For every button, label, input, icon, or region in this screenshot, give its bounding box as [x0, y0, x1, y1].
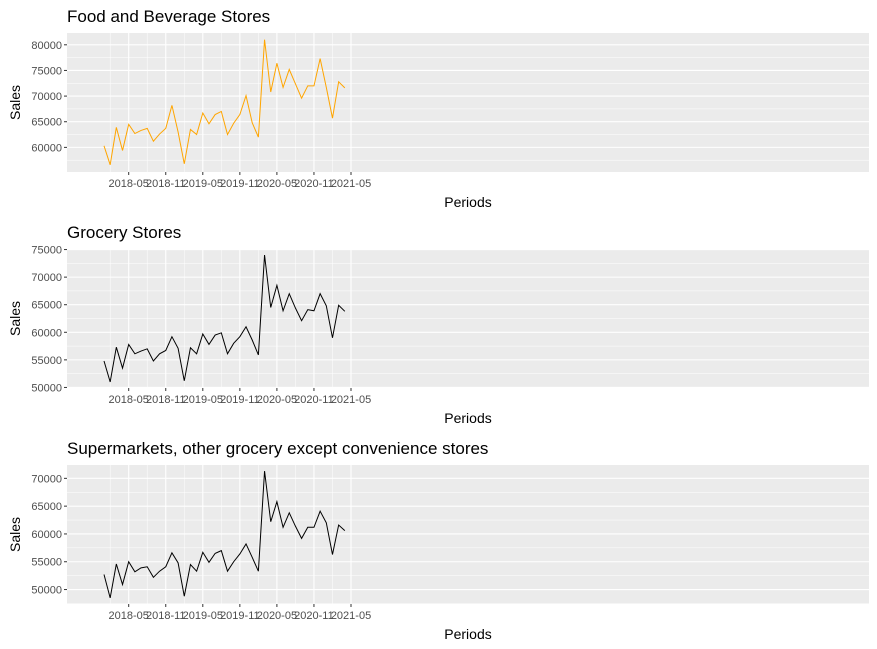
- series-line: [103, 255, 346, 383]
- y-tick-label: 55000: [31, 557, 62, 569]
- y-tick-label: 60000: [31, 327, 62, 339]
- plot-background: [67, 33, 869, 172]
- x-axis-title: Periods: [444, 626, 491, 642]
- x-tick-label: 2018-11: [146, 610, 186, 622]
- gridlines: [67, 465, 869, 604]
- x-tick-label: 2020-05: [257, 394, 297, 406]
- plot-background: [67, 465, 869, 604]
- y-tick-label: 65000: [31, 501, 62, 513]
- panel-title: Food and Beverage Stores: [67, 7, 270, 26]
- panel-title: Supermarkets, other grocery except conve…: [67, 439, 488, 458]
- y-tick-label: 70000: [31, 91, 62, 103]
- y-tick-label: 50000: [31, 382, 62, 394]
- x-tick-label: 2018-05: [109, 394, 149, 406]
- x-tick-label: 2020-11: [294, 394, 334, 406]
- x-tick-label: 2021-05: [331, 394, 371, 406]
- panel-food-and-beverage: Food and Beverage Stores 60000 65000 70000…: [7, 7, 869, 210]
- panel-supermarkets: Supermarkets, other grocery except conve…: [7, 439, 869, 642]
- x-tick-label: 2019-05: [183, 178, 223, 190]
- y-axis-title: Sales: [7, 85, 23, 120]
- x-tick-label: 2018-11: [146, 178, 186, 190]
- gridlines: [67, 33, 869, 172]
- y-tick-label: 75000: [31, 245, 62, 257]
- y-tick-label: 70000: [31, 473, 62, 485]
- y-tick-label: 70000: [31, 272, 62, 284]
- x-tick-label: 2021-05: [331, 610, 371, 622]
- gridlines: [67, 249, 869, 388]
- y-axis-ticks: 60000 65000 70000 75000 80000: [31, 40, 67, 154]
- x-tick-label: 2018-05: [109, 610, 149, 622]
- x-axis-title: Periods: [444, 194, 491, 210]
- y-tick-label: 80000: [31, 40, 62, 52]
- panel-grocery-stores: Grocery Stores 50000 55000 60000 65000 70000…: [7, 223, 869, 426]
- x-tick-label: 2020-11: [294, 610, 334, 622]
- y-axis-ticks: 50000 55000 60000 65000 70000 75000: [31, 245, 67, 394]
- panel-title: Grocery Stores: [67, 223, 181, 242]
- y-tick-label: 50000: [31, 585, 62, 597]
- y-tick-label: 55000: [31, 355, 62, 367]
- x-tick-label: 2018-11: [146, 394, 186, 406]
- series-line: [103, 471, 346, 599]
- x-tick-label: 2021-05: [331, 178, 371, 190]
- y-tick-label: 75000: [31, 65, 62, 77]
- x-tick-label: 2019-11: [220, 394, 260, 406]
- y-axis-title: Sales: [7, 301, 23, 336]
- x-axis-ticks: 2018-052018-112019-052019-112020-052020-…: [109, 604, 371, 622]
- x-tick-label: 2019-11: [220, 610, 260, 622]
- x-axis-ticks: 2018-052018-112019-052019-112020-052020-…: [109, 388, 371, 406]
- x-tick-label: 2020-05: [257, 178, 297, 190]
- y-tick-label: 60000: [31, 142, 62, 154]
- x-tick-label: 2020-05: [257, 610, 297, 622]
- y-tick-label: 60000: [31, 529, 62, 541]
- x-tick-label: 2019-05: [183, 394, 223, 406]
- series-line: [103, 39, 346, 165]
- x-tick-label: 2019-11: [220, 178, 260, 190]
- x-axis-ticks: 2018-052018-112019-052019-112020-052020-…: [109, 172, 371, 190]
- x-axis-title: Periods: [444, 410, 491, 426]
- x-tick-label: 2019-05: [183, 610, 223, 622]
- y-tick-label: 65000: [31, 117, 62, 129]
- y-axis-ticks: 50000 55000 60000 65000 70000: [31, 473, 67, 597]
- y-tick-label: 65000: [31, 300, 62, 312]
- y-axis-title: Sales: [7, 517, 23, 552]
- x-tick-label: 2018-05: [109, 178, 149, 190]
- x-tick-label: 2020-11: [294, 178, 334, 190]
